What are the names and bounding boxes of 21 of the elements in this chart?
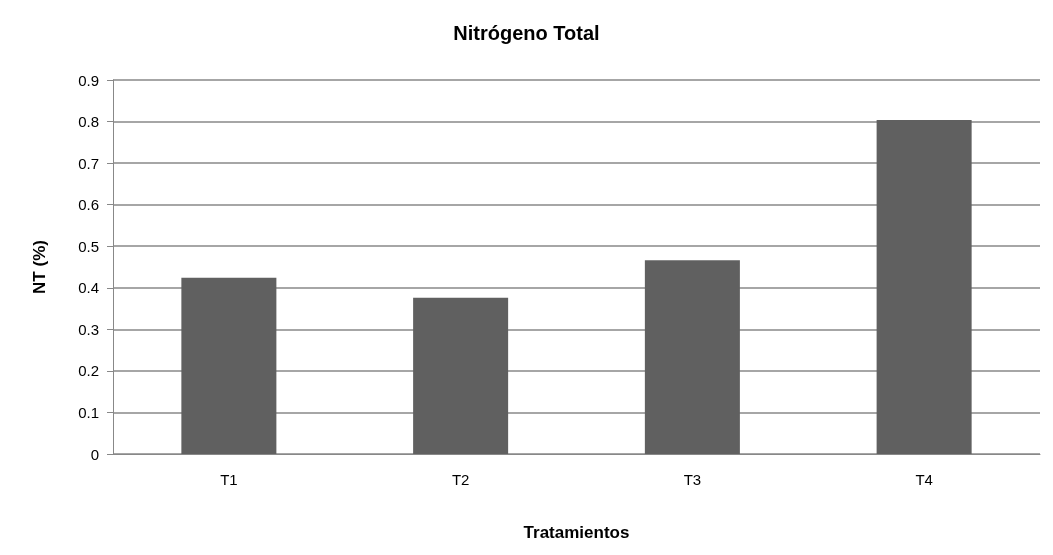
y-tick-label: 0.2 — [78, 362, 99, 380]
y-tick-label: 0.9 — [78, 71, 99, 89]
y-tick-label: 0 — [90, 445, 99, 463]
y-tick-label: 0.8 — [78, 113, 99, 131]
x-axis-title: Tratamientos — [523, 523, 630, 542]
y-axis-title: NT (%) — [30, 240, 49, 294]
bar — [876, 119, 972, 454]
chart-title: Nitrógeno Total — [453, 22, 600, 44]
bar — [644, 260, 740, 454]
bar — [181, 277, 277, 454]
x-tick-label: T1 — [220, 471, 238, 488]
bar — [413, 297, 509, 454]
y-tick-label: 0.1 — [78, 403, 99, 421]
x-tick-label: T4 — [915, 471, 933, 488]
y-tick-label: 0.3 — [78, 320, 99, 338]
x-tick-label: T2 — [451, 471, 470, 488]
y-tick-label: 0.5 — [78, 237, 99, 255]
x-tick-label: T3 — [683, 471, 702, 488]
y-tick-label: 0.4 — [78, 279, 99, 297]
y-tick-label: 0.7 — [78, 154, 99, 172]
y-tick-label: 0.6 — [78, 196, 99, 214]
